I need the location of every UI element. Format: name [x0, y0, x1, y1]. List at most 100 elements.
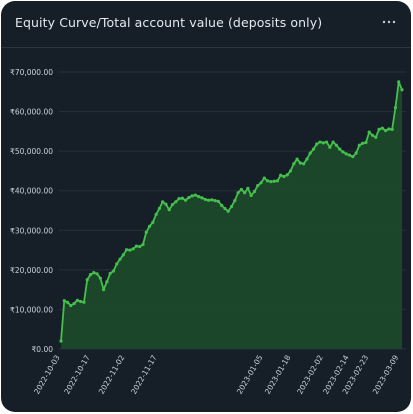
data-point: [177, 197, 181, 201]
data-point: [400, 88, 404, 92]
data-point: [338, 147, 342, 151]
data-point: [384, 128, 388, 133]
data-point: [193, 193, 198, 197]
data-point: [75, 298, 79, 302]
data-point: [164, 202, 168, 206]
chart-title: Equity Curve/Total account value (deposi…: [15, 15, 323, 30]
data-point: [62, 299, 66, 303]
x-tick-label: 2022-10-03: [32, 353, 62, 395]
data-point: [226, 209, 230, 213]
y-tick-label: ₹40,000.00: [10, 187, 53, 196]
data-point: [210, 198, 214, 202]
data-point: [223, 206, 227, 211]
data-point: [361, 141, 365, 145]
data-point: [138, 244, 142, 249]
data-point: [65, 300, 70, 304]
data-point: [324, 140, 329, 144]
data-point: [380, 126, 384, 130]
data-point: [157, 206, 161, 211]
data-point: [118, 257, 122, 261]
more-options-button[interactable]: [379, 15, 399, 29]
data-point: [298, 161, 302, 165]
data-point: [246, 186, 250, 190]
data-point: [259, 181, 263, 185]
data-point: [105, 280, 109, 284]
data-point: [98, 276, 102, 280]
data-point: [282, 174, 286, 179]
data-point: [213, 199, 217, 203]
data-point: [265, 179, 270, 183]
y-tick-label: ₹30,000.00: [10, 226, 53, 235]
data-point: [147, 224, 152, 228]
data-point: [315, 142, 319, 146]
data-point: [377, 127, 381, 131]
data-point: [370, 133, 375, 137]
data-point: [124, 248, 129, 252]
data-point: [331, 140, 335, 144]
data-point: [390, 127, 394, 131]
data-point: [354, 151, 358, 155]
data-point: [311, 147, 316, 151]
data-point: [85, 278, 89, 282]
y-tick-label: ₹60,000.00: [10, 108, 53, 117]
data-point: [216, 199, 220, 203]
data-point: [334, 143, 339, 147]
data-point: [233, 199, 237, 203]
data-point: [367, 130, 371, 134]
data-point: [190, 194, 194, 198]
data-point: [203, 197, 207, 202]
data-point: [92, 271, 96, 275]
data-point: [184, 198, 188, 202]
x-tick-label: 2023-01-18: [263, 353, 293, 395]
equity-chart: ₹0.00 ₹10,000.00 ₹20,000.00 ₹30,000.00 ₹40,0…: [10, 68, 406, 396]
x-tick-label: 2023-03-09: [371, 353, 401, 395]
data-point: [111, 269, 116, 273]
data-point: [269, 180, 273, 184]
data-point: [161, 200, 165, 204]
data-point: [141, 242, 145, 247]
data-point: [102, 288, 106, 292]
data-point: [321, 141, 325, 145]
x-tick-label: 2023-02-02: [295, 353, 325, 395]
data-point: [344, 152, 348, 156]
data-point: [288, 169, 293, 173]
data-point: [229, 204, 234, 209]
data-point: [351, 155, 355, 159]
series-area: [61, 81, 402, 349]
data-point: [285, 173, 289, 177]
data-point: [275, 179, 279, 183]
data-point: [397, 80, 401, 84]
data-point: [292, 162, 296, 166]
data-point: [387, 127, 391, 131]
data-point: [364, 140, 368, 145]
data-point: [220, 203, 224, 207]
data-point: [305, 157, 309, 161]
x-tick-label: 2023-01-05: [235, 353, 265, 395]
data-point: [279, 173, 283, 177]
card-header: Equity Curve/Total account value (deposi…: [1, 1, 411, 48]
y-tick-label: ₹10,000.00: [10, 305, 53, 314]
data-point: [272, 179, 276, 183]
data-point: [318, 140, 322, 144]
data-point: [393, 106, 398, 110]
y-tick-label: ₹50,000.00: [10, 147, 53, 156]
data-point: [151, 220, 155, 224]
data-point: [131, 247, 135, 251]
data-point: [95, 272, 99, 276]
x-tick-label: 2022-11-02: [97, 353, 127, 395]
data-point: [170, 202, 175, 207]
data-point: [180, 196, 184, 200]
data-point: [374, 135, 378, 139]
data-point: [347, 153, 352, 157]
data-point: [128, 248, 132, 252]
y-tick-label: ₹20,000.00: [10, 266, 53, 275]
x-tick-label: 2022-10-17: [62, 353, 92, 395]
data-point: [154, 212, 158, 217]
data-point: [239, 187, 243, 192]
more-horizontal-icon: [382, 20, 396, 24]
data-point: [262, 176, 266, 180]
y-tick-label: ₹0.00: [32, 345, 54, 354]
data-point: [115, 262, 119, 266]
data-point: [308, 151, 312, 155]
